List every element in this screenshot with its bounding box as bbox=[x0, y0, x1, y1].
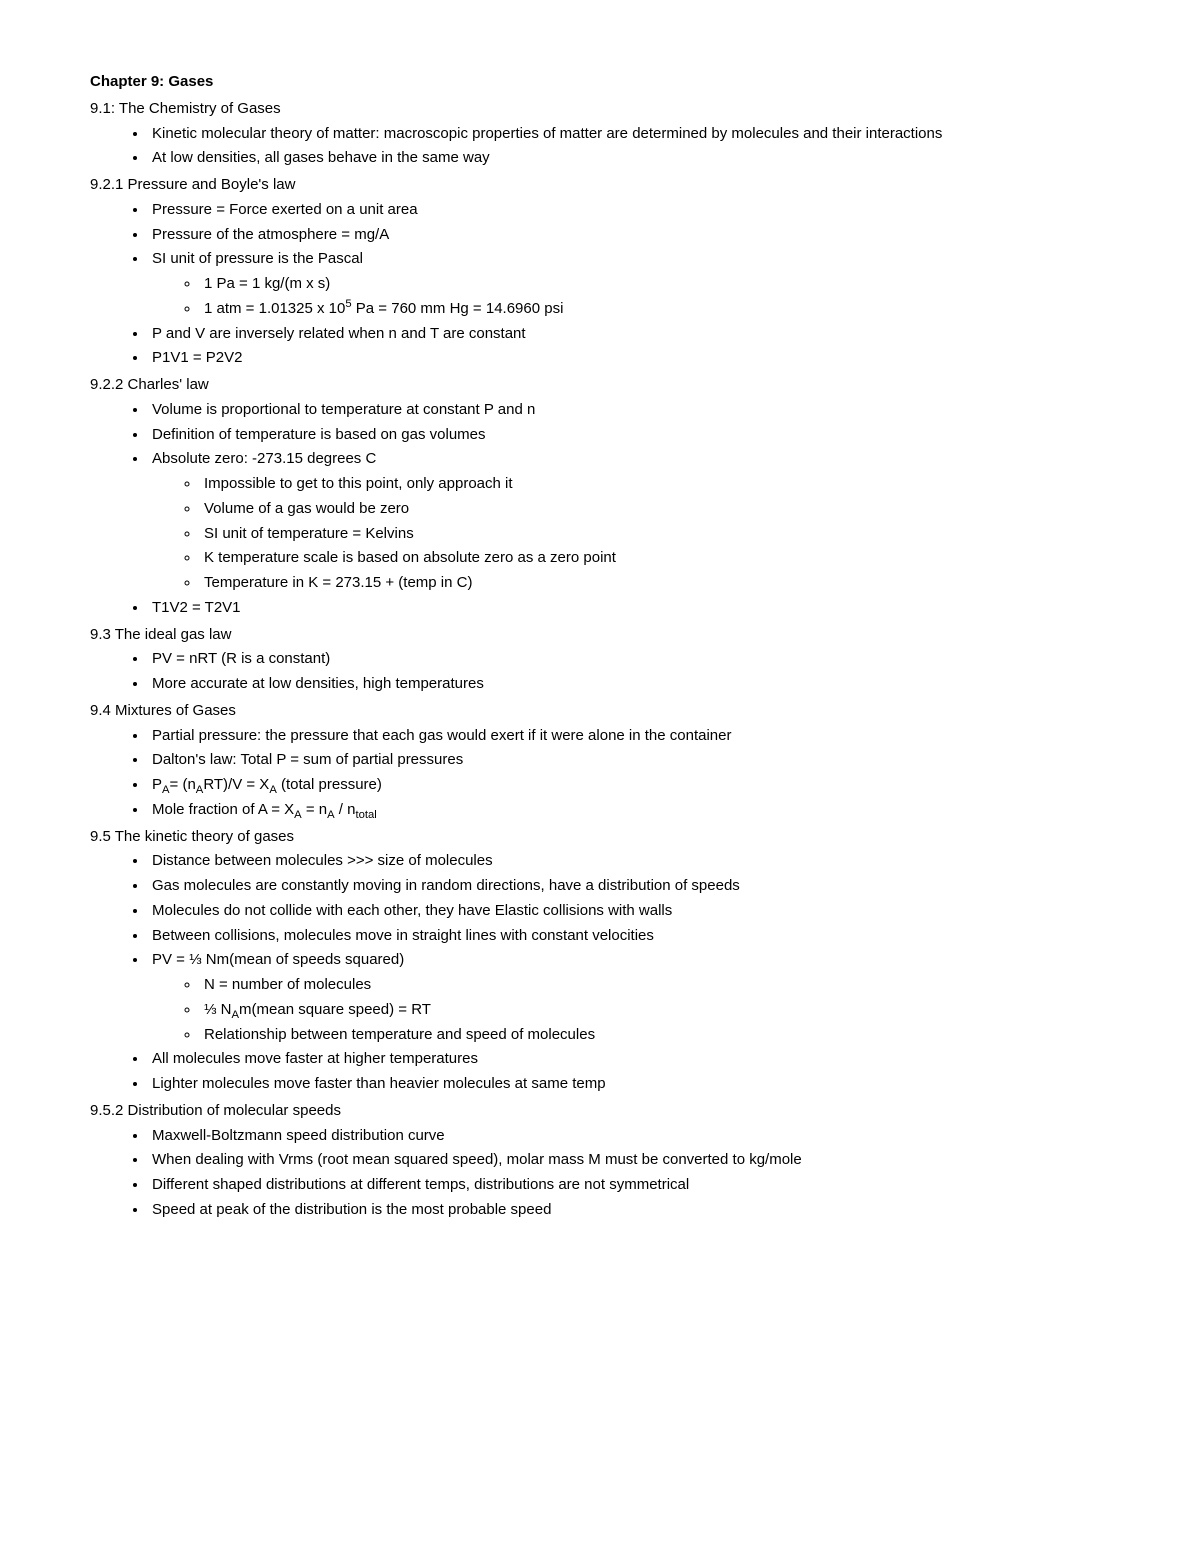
list-item: PV = ⅓ Nm(mean of speeds squared)N = num… bbox=[148, 948, 1110, 1047]
list-item: All molecules move faster at higher temp… bbox=[148, 1047, 1110, 1072]
bullet-list: Pressure = Force exerted on a unit areaP… bbox=[90, 198, 1110, 371]
list-item: More accurate at low densities, high tem… bbox=[148, 672, 1110, 697]
bullet-list: Partial pressure: the pressure that each… bbox=[90, 724, 1110, 823]
list-item: Molecules do not collide with each other… bbox=[148, 899, 1110, 924]
sub-list-item: N = number of molecules bbox=[200, 973, 1110, 998]
list-item: Maxwell-Boltzmann speed distribution cur… bbox=[148, 1124, 1110, 1149]
list-item: Pressure = Force exerted on a unit area bbox=[148, 198, 1110, 223]
sub-list-item: K temperature scale is based on absolute… bbox=[200, 546, 1110, 571]
list-item: Volume is proportional to temperature at… bbox=[148, 398, 1110, 423]
section-heading: 9.5 The kinetic theory of gases bbox=[90, 825, 1110, 850]
list-item: Mole fraction of A = XA = nA / ntotal bbox=[148, 798, 1110, 823]
sections-container: 9.1: The Chemistry of GasesKinetic molec… bbox=[90, 97, 1110, 1223]
list-item: PV = nRT (R is a constant) bbox=[148, 647, 1110, 672]
section-heading: 9.5.2 Distribution of molecular speeds bbox=[90, 1099, 1110, 1124]
list-item: Dalton's law: Total P = sum of partial p… bbox=[148, 748, 1110, 773]
bullet-list: Maxwell-Boltzmann speed distribution cur… bbox=[90, 1124, 1110, 1223]
sub-list-item: SI unit of temperature = Kelvins bbox=[200, 522, 1110, 547]
list-item: Distance between molecules >>> size of m… bbox=[148, 849, 1110, 874]
bullet-list: PV = nRT (R is a constant)More accurate … bbox=[90, 647, 1110, 697]
section-heading: 9.3 The ideal gas law bbox=[90, 623, 1110, 648]
list-item: P and V are inversely related when n and… bbox=[148, 322, 1110, 347]
sub-list-item: Volume of a gas would be zero bbox=[200, 497, 1110, 522]
list-item: At low densities, all gases behave in th… bbox=[148, 146, 1110, 171]
bullet-list: Volume is proportional to temperature at… bbox=[90, 398, 1110, 621]
sub-list-item: ⅓ NAm(mean square speed) = RT bbox=[200, 998, 1110, 1023]
sub-bullet-list: Impossible to get to this point, only ap… bbox=[152, 472, 1110, 596]
list-item: PA= (nART)/V = XA (total pressure) bbox=[148, 773, 1110, 798]
list-item: Between collisions, molecules move in st… bbox=[148, 924, 1110, 949]
section-heading: 9.2.1 Pressure and Boyle's law bbox=[90, 173, 1110, 198]
list-item: Kinetic molecular theory of matter: macr… bbox=[148, 122, 1110, 147]
sub-list-item: Relationship between temperature and spe… bbox=[200, 1023, 1110, 1048]
list-item: SI unit of pressure is the Pascal1 Pa = … bbox=[148, 247, 1110, 321]
list-item: Different shaped distributions at differ… bbox=[148, 1173, 1110, 1198]
bullet-list: Distance between molecules >>> size of m… bbox=[90, 849, 1110, 1097]
list-item: T1V2 = T2V1 bbox=[148, 596, 1110, 621]
list-item: Speed at peak of the distribution is the… bbox=[148, 1198, 1110, 1223]
sub-bullet-list: N = number of molecules⅓ NAm(mean square… bbox=[152, 973, 1110, 1047]
list-item: Gas molecules are constantly moving in r… bbox=[148, 874, 1110, 899]
chapter-title: Chapter 9: Gases bbox=[90, 70, 1110, 95]
list-item: P1V1 = P2V2 bbox=[148, 346, 1110, 371]
section-heading: 9.2.2 Charles' law bbox=[90, 373, 1110, 398]
sub-list-item: 1 atm = 1.01325 x 105 Pa = 760 mm Hg = 1… bbox=[200, 297, 1110, 322]
sub-list-item: Temperature in K = 273.15 + (temp in C) bbox=[200, 571, 1110, 596]
section-heading: 9.4 Mixtures of Gases bbox=[90, 699, 1110, 724]
sub-list-item: 1 Pa = 1 kg/(m x s) bbox=[200, 272, 1110, 297]
list-item: Definition of temperature is based on ga… bbox=[148, 423, 1110, 448]
sub-list-item: Impossible to get to this point, only ap… bbox=[200, 472, 1110, 497]
list-item: Partial pressure: the pressure that each… bbox=[148, 724, 1110, 749]
section-heading: 9.1: The Chemistry of Gases bbox=[90, 97, 1110, 122]
list-item: Pressure of the atmosphere = mg/A bbox=[148, 223, 1110, 248]
bullet-list: Kinetic molecular theory of matter: macr… bbox=[90, 122, 1110, 172]
list-item: Lighter molecules move faster than heavi… bbox=[148, 1072, 1110, 1097]
list-item: When dealing with Vrms (root mean square… bbox=[148, 1148, 1110, 1173]
list-item: Absolute zero: -273.15 degrees CImpossib… bbox=[148, 447, 1110, 596]
sub-bullet-list: 1 Pa = 1 kg/(m x s)1 atm = 1.01325 x 105… bbox=[152, 272, 1110, 322]
